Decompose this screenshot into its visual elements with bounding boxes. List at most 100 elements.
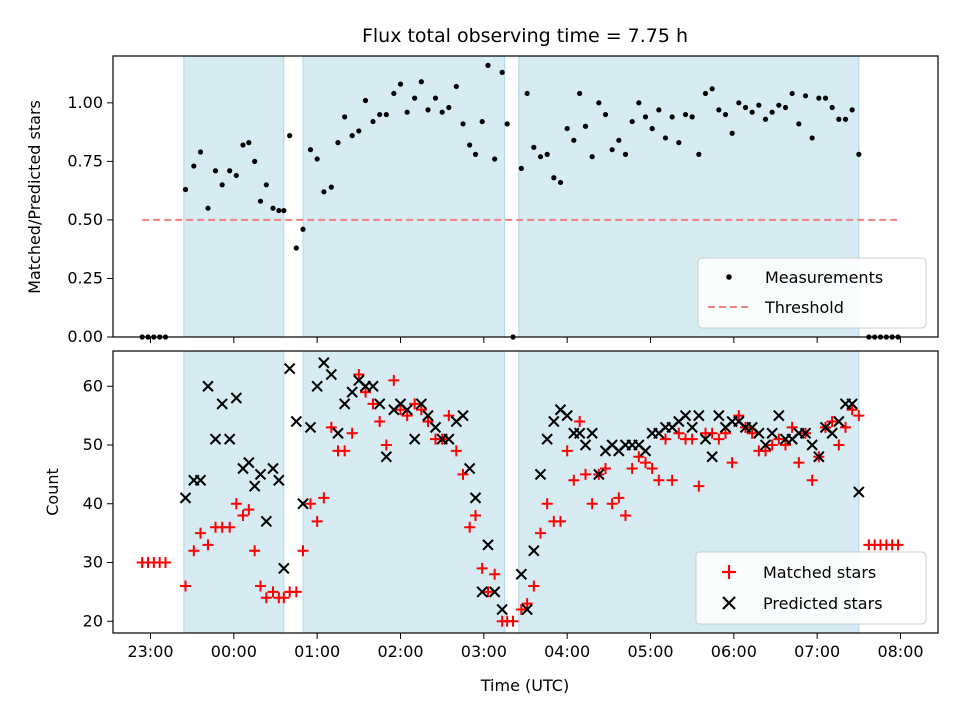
- predicted-star-point: [713, 409, 725, 422]
- matched-star-point: [633, 451, 645, 463]
- measurement-point: [729, 130, 735, 136]
- measurement-point: [391, 90, 397, 97]
- predicted-star-point: [482, 539, 494, 551]
- x-axis-label: Time (UTC): [480, 676, 569, 695]
- matched-star-point: [297, 545, 309, 557]
- x-tick-label: 23:00: [127, 642, 173, 661]
- top-y-ticks: 0.00 0.25 0.50 0.75 1.00: [67, 93, 113, 346]
- matched-star-point: [353, 369, 365, 380]
- measurement-point: [796, 121, 802, 127]
- matched-star-point: [555, 515, 566, 527]
- predicted-star-point: [243, 456, 255, 469]
- matched-star-point: [202, 539, 214, 551]
- predicted-star-point: [318, 357, 330, 369]
- predicted-star-point: [179, 492, 192, 504]
- measurement-point: [524, 90, 530, 97]
- matched-star-point: [464, 521, 476, 533]
- matched-star-point: [806, 474, 818, 486]
- matched-star-point: [646, 463, 658, 474]
- measurement-point: [564, 125, 570, 132]
- measurement-point: [689, 114, 695, 120]
- predicted-star-point: [408, 433, 421, 445]
- y-tick-label: 0.50: [67, 210, 103, 229]
- matched-star-point: [706, 427, 718, 439]
- legend-marker-measurements: [726, 274, 732, 280]
- measurement-point: [856, 151, 862, 157]
- measurement-point: [246, 140, 252, 146]
- measurement-point: [722, 111, 729, 118]
- matched-star-point: [720, 427, 731, 439]
- predicted-star-point: [202, 380, 214, 392]
- matched-star-point: [586, 498, 598, 510]
- predicted-star-point: [230, 392, 243, 404]
- measurement-point: [479, 118, 485, 125]
- legend-label-measurements: Measurements: [765, 268, 883, 287]
- measurement-point: [287, 133, 293, 139]
- measurement-point: [307, 147, 314, 153]
- measurement-point: [551, 175, 557, 181]
- matched-star-point: [180, 580, 191, 592]
- measurement-point: [281, 207, 287, 214]
- predicted-star-point: [515, 568, 528, 580]
- matched-star-point: [613, 492, 625, 504]
- matched-star-point: [760, 445, 771, 457]
- predicted-star-point: [415, 398, 428, 410]
- predicted-star-point: [469, 492, 482, 504]
- matched-star-point: [409, 398, 421, 410]
- x-tick-label: 03:00: [461, 642, 507, 661]
- measurement-point: [849, 107, 855, 113]
- x-tick-label: 01:00: [294, 642, 340, 661]
- measurement-point: [349, 133, 355, 139]
- measurement-point: [300, 226, 306, 232]
- measurement-point: [829, 104, 835, 111]
- bottom-legend-box: [695, 551, 927, 625]
- predicted-star-point: [290, 415, 303, 428]
- predicted-star-point: [267, 462, 279, 475]
- predicted-star-point: [463, 462, 476, 475]
- measurement-point: [544, 151, 550, 157]
- matched-star-point: [311, 515, 323, 527]
- predicted-star-point: [699, 433, 712, 445]
- predicted-star-point: [561, 409, 573, 422]
- matched-star-point: [237, 510, 249, 521]
- matched-star-point: [195, 527, 206, 539]
- predicted-star-points: [179, 357, 865, 616]
- matched-star-point: [686, 433, 698, 445]
- measurement-point: [842, 116, 849, 122]
- y-tick-label: 50: [83, 435, 103, 454]
- matched-star-point: [443, 410, 455, 422]
- predicted-star-point: [686, 421, 698, 434]
- measurement-point: [342, 114, 348, 120]
- measurement-point: [328, 184, 334, 190]
- measurement-point: [676, 140, 682, 146]
- count-panel: 20 30 40 50 60 23:00 00:00 01:00 02:00 03:00 04:0…: [43, 350, 939, 695]
- matched-star-point: [713, 433, 725, 445]
- predicted-star-point: [679, 409, 692, 422]
- matched-star-point: [290, 586, 302, 598]
- measurement-point: [212, 168, 219, 174]
- predicted-star-point: [593, 468, 605, 481]
- y-tick-label: 20: [83, 611, 103, 630]
- matched-star-point: [249, 545, 261, 557]
- predicted-star-point: [311, 380, 323, 392]
- x-tick-label: 02:00: [377, 642, 423, 661]
- matched-star-point: [853, 410, 865, 422]
- matched-star-point: [367, 398, 379, 410]
- x-tick-label: 05:00: [627, 642, 673, 661]
- bottom-x-ticks: 23:00 00:00 01:00 02:00 03:00 04:00 05:00 06:00…: [127, 633, 924, 661]
- measurement-point: [191, 163, 197, 169]
- bottom-y-axis-label: Count: [43, 468, 62, 516]
- matched-star-point: [489, 568, 501, 580]
- measurement-point: [789, 90, 795, 97]
- chart-title: Flux total observing time = 7.75 h: [362, 25, 688, 47]
- matched-star-point: [339, 445, 351, 457]
- measurement-point: [383, 111, 389, 118]
- measurement-point: [769, 109, 775, 115]
- predicted-star-point: [216, 398, 228, 410]
- predicted-star-point: [799, 427, 812, 439]
- predicted-star-point: [380, 451, 393, 463]
- measurement-point: [257, 198, 264, 204]
- predicted-star-point: [496, 603, 508, 616]
- predicted-star-point: [443, 433, 455, 445]
